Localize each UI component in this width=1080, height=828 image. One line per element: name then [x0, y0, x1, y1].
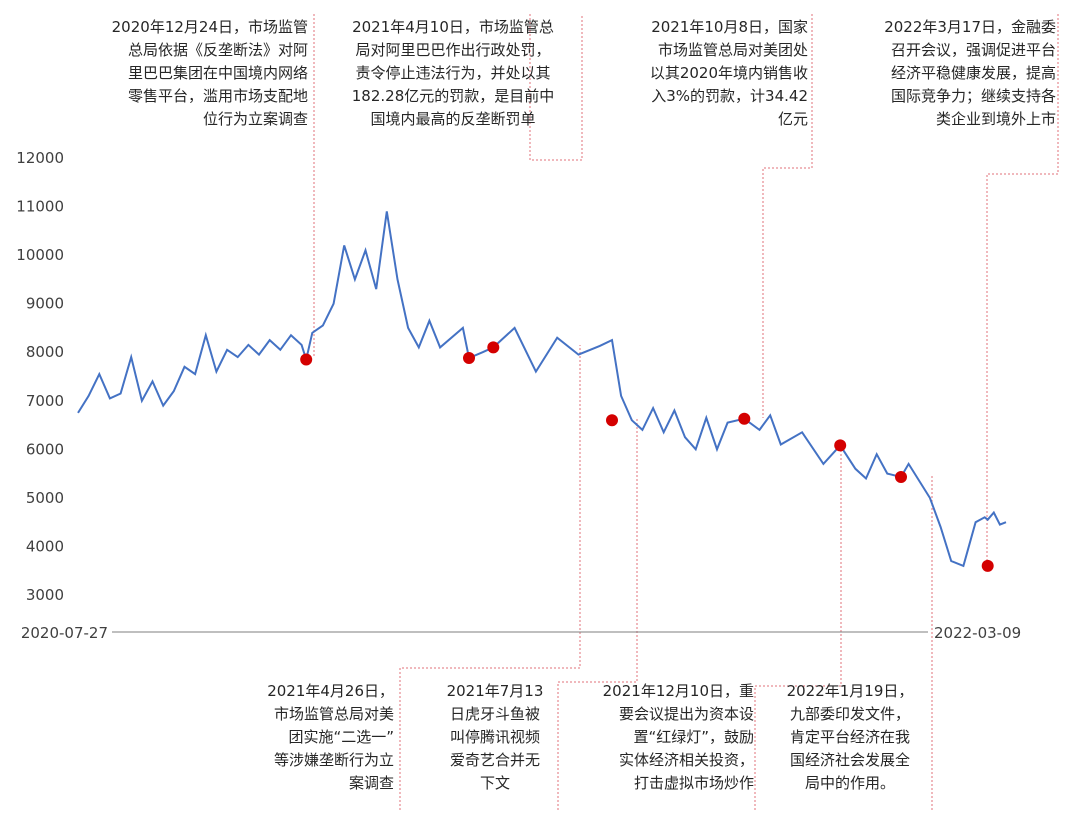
annotation-line: 2020年12月24日，市场监管: [111, 18, 308, 36]
annotation-line: 日虎牙斗鱼被: [449, 705, 540, 723]
annotation-alibaba-fine: 2021年4月10日，市场监管总 局对阿里巴巴作出行政处罚， 责令停止违法行为，并处…: [328, 16, 578, 131]
annotation-line: 2022年3月17日，金融委: [884, 18, 1056, 36]
annotation-line: 位行为立案调查: [202, 110, 308, 128]
event-marker: [300, 353, 313, 366]
y-tick-label: 7000: [26, 392, 64, 410]
annotation-line: 置“红绿灯”，鼓励: [633, 728, 754, 746]
annotation-line: 局对阿里巴巴作出行政处罚，: [355, 41, 551, 59]
annotation-line: 实体经济相关投资，: [618, 751, 754, 769]
annotation-line: 经济平稳健康发展，提高: [890, 64, 1056, 82]
annotation-line: 肯定平台经济在我: [789, 728, 910, 746]
annotation-line: 爱奇艺合并无: [449, 751, 540, 769]
annotation-line: 责令停止违法行为，并处以其: [355, 64, 551, 82]
annotation-capital-traffic-light: 2021年12月10日，重要会议提出为资本设置“红绿灯”，鼓励实体经济相关投资，…: [568, 680, 754, 795]
event-marker: [606, 414, 618, 427]
event-marker: [895, 471, 907, 483]
x-start-label: 2020-07-27: [21, 624, 108, 642]
annotation-line: 2021年4月26日，: [267, 682, 394, 700]
event-marker: [487, 341, 500, 354]
annotation-line: 2021年10月8日，国家: [651, 18, 808, 36]
annotation-line: 团实施“二选一”: [288, 728, 394, 746]
y-tick-label: 9000: [26, 295, 64, 313]
y-tick-label: 12000: [16, 149, 64, 167]
y-tick-label: 8000: [26, 343, 64, 361]
annotation-line: 案调查: [348, 774, 394, 792]
annotation-huya-douyu: 2021年7月13 日虎牙斗鱼被 叫停腾讯视频 爱奇艺合并无 下文: [430, 680, 560, 795]
annotation-line: 182.28亿元的罚款，是目前中: [351, 87, 555, 105]
annotation-line: 2021年4月10日，市场监管总: [352, 18, 554, 36]
leader-line: [529, 14, 583, 161]
leader-line: [557, 418, 638, 810]
annotation-line: 市场监管总局对美: [273, 705, 394, 723]
event-markers: [300, 341, 994, 572]
event-marker: [981, 559, 994, 572]
y-tick-label: 11000: [16, 198, 64, 216]
annotation-line: 亿元: [777, 110, 808, 128]
annotation-nine-ministries: 2022年1月19日， 九部委印发文件， 肯定平台经济在我 国经济社会发展全 局中的作用…: [770, 680, 930, 795]
annotation-line: 2021年12月10日，重: [602, 682, 754, 700]
y-tick-label: 5000: [26, 489, 64, 507]
annotation-line: 零售平台，滥用市场支配地: [127, 87, 308, 105]
leader-line: [754, 444, 842, 810]
annotation-meituan-fine: 2021年10月8日，国家 市场监管总局对美团处以其2020年境内销售收 入3%的罚…: [608, 16, 808, 131]
annotation-line: 国经济社会发展全: [789, 751, 910, 769]
annotation-line: 国境内最高的反垄断罚单: [370, 110, 536, 128]
leader-line: [399, 345, 581, 810]
annotation-line: 类企业到境外上市: [935, 110, 1056, 128]
event-marker: [463, 352, 475, 364]
price-line: [77, 211, 1007, 568]
annotation-line: 总局依据《反垄断法》对阿: [127, 41, 308, 59]
annotation-line: 九部委印发文件，: [789, 705, 910, 723]
annotation-meituan-investigation: 2021年4月26日， 市场监管总局对美团实施“二选一” 等涉嫌垄断行为立案调查: [238, 680, 394, 795]
annotation-line: 市场监管总局对美团处: [657, 41, 808, 59]
annotation-line: 下文: [479, 774, 510, 792]
annotation-line: 以其2020年境内销售收: [649, 64, 808, 82]
annotation-line: 要会议提出为资本设: [618, 705, 754, 723]
leader-line: [762, 14, 813, 418]
annotation-line: 等涉嫌垄断行为立: [273, 751, 394, 769]
annotation-line: 局中的作用。: [804, 774, 895, 792]
event-marker: [738, 412, 751, 425]
leader-line: [986, 14, 1059, 565]
y-axis-ticks: 3000 4000 5000 6000 7000 8000 9000 10000 11000 12…: [16, 149, 64, 604]
annotation-alibaba-investigation: 2020年12月24日，市场监管总局依据《反垄断法》对阿 里巴巴集团在中国境内网络…: [40, 16, 308, 131]
annotation-line: 打击虚拟市场炒作: [633, 774, 754, 792]
annotation-line: 里巴巴集团在中国境内网络: [127, 64, 308, 82]
x-end-label: 2022-03-09: [934, 624, 1021, 642]
annotation-line: 叫停腾讯视频: [449, 728, 540, 746]
annotation-line: 召开会议，强调促进平台: [890, 41, 1056, 59]
leader-lines: [313, 14, 1059, 810]
y-tick-label: 4000: [26, 537, 64, 555]
annotation-line: 2021年7月13: [446, 682, 544, 700]
annotation-line: 国际竞争力；继续支持各: [890, 87, 1056, 105]
annotation-line: 2022年1月19日，: [786, 682, 914, 700]
y-tick-label: 10000: [16, 246, 64, 264]
y-tick-label: 6000: [26, 440, 64, 458]
y-tick-label: 3000: [26, 586, 64, 604]
annotation-line: 入3%的罚款，计34.42: [651, 87, 808, 105]
event-marker: [834, 439, 847, 452]
annotation-fsdc-meeting: 2022年3月17日，金融委 召开会议，强调促进平台 经济平稳健康发展，提高 国际竞争…: [862, 16, 1056, 131]
